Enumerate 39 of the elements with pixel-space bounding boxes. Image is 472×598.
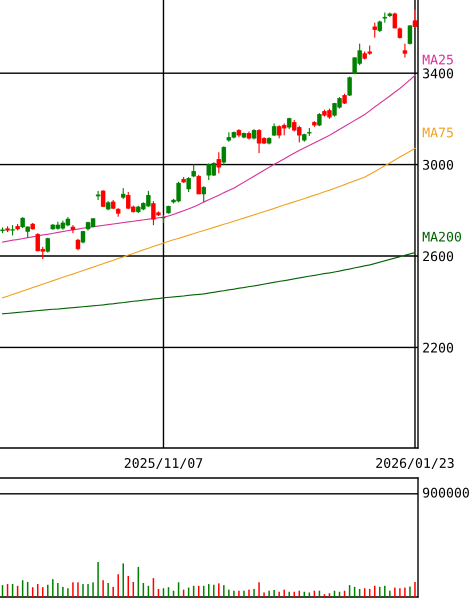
- candlestick: [402, 43, 408, 58]
- candlestick: [412, 9, 418, 28]
- candlestick: [408, 24, 412, 46]
- candlestick: [382, 12, 388, 24]
- y-tick-label: 2200: [423, 342, 454, 353]
- candlestick: [191, 164, 196, 178]
- y-tick-label: 3000: [423, 160, 454, 170]
- candlestick: [100, 190, 106, 208]
- candlestick: [378, 20, 382, 33]
- x-tick-label: 2026/01/23: [376, 458, 454, 470]
- y-tick-label: 3400: [423, 68, 454, 78]
- line-series: [2, 252, 416, 314]
- x-tick-label: 2025/11/07: [124, 458, 202, 470]
- line-series: [2, 74, 416, 243]
- candlestick: [80, 230, 86, 244]
- candlestick: [96, 190, 100, 201]
- candlestick: [216, 152, 222, 174]
- y-tick-label: 2600: [423, 251, 454, 262]
- candlestick: [121, 188, 126, 200]
- candlestick: [106, 200, 110, 211]
- candlestick: [342, 93, 347, 105]
- candlestick: [347, 76, 352, 97]
- series-label: MA200: [422, 232, 462, 242]
- series-label: MA75: [422, 128, 453, 138]
- series-label: MA25: [422, 54, 453, 65]
- candlestick: [287, 117, 292, 130]
- candlestick: [76, 238, 80, 251]
- candlestick: [272, 122, 276, 137]
- candlestick: [186, 176, 191, 193]
- text: 900000: [422, 488, 469, 498]
- candlestick: [317, 112, 322, 127]
- candlestick: [201, 186, 206, 203]
- candlestick: [46, 237, 50, 254]
- candlestick: [10, 224, 15, 236]
- line-series: [2, 148, 416, 298]
- candlestick: [252, 128, 256, 140]
- candlestick: [196, 174, 201, 195]
- candlestick: [372, 22, 377, 38]
- candlestick: [222, 146, 226, 166]
